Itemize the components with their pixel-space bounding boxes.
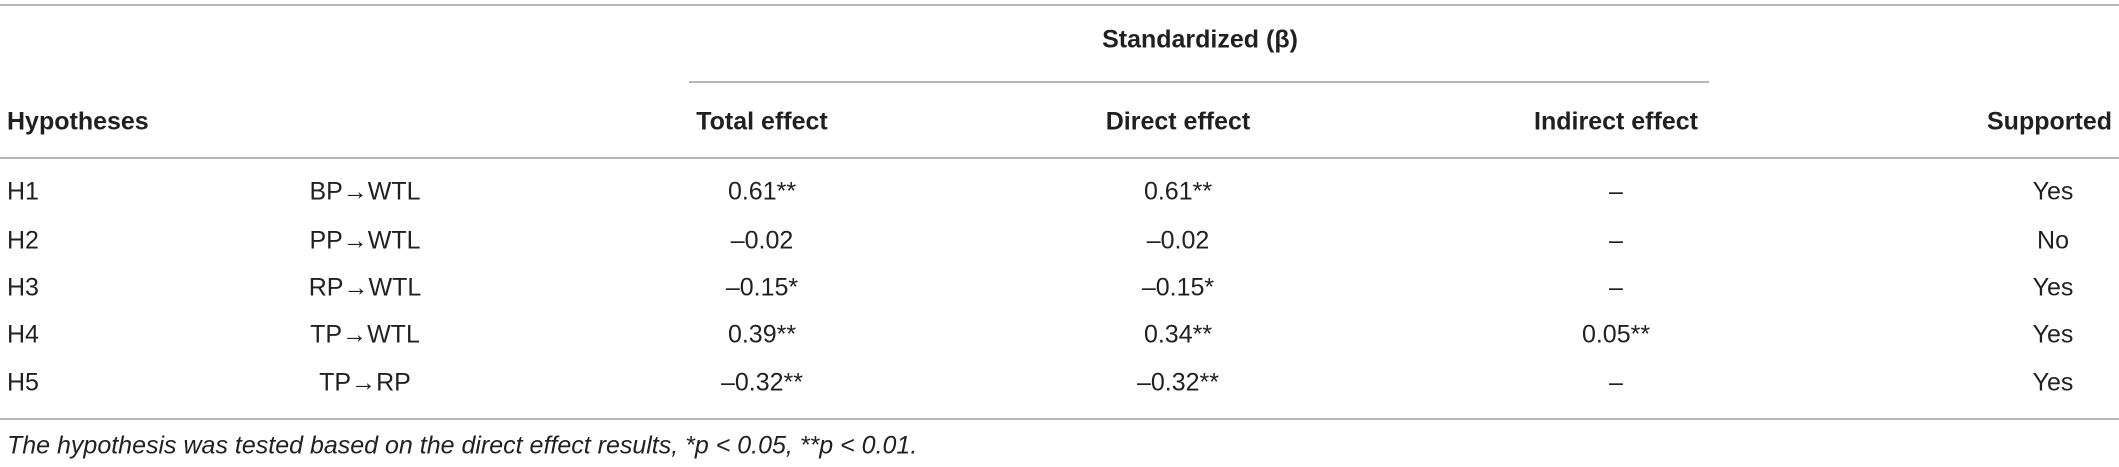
table-cell: H5 [7,369,39,397]
table-cell: PP→WTL [309,227,420,255]
column-header: Indirect effect [1534,108,1699,136]
table-cell: Yes [2033,321,2074,349]
table-cell: –0.15* [1142,274,1215,302]
table-cell: –0.02 [731,227,794,255]
table-cell: H2 [7,227,39,255]
column-header: Direct effect [1106,108,1251,136]
table-cell: –0.15* [726,274,799,302]
group-header: Standardized (β) [1102,26,1298,54]
table-cell: TP→RP [319,369,411,397]
table-cell: 0.61** [1144,178,1212,206]
table-cell: –0.32** [1137,369,1219,397]
table-cell: No [2037,227,2069,255]
column-header: Total effect [696,108,828,136]
table-cell: Yes [2033,369,2074,397]
column-header: Hypotheses [7,108,149,136]
table-cell: RP→WTL [309,274,422,302]
table-cell: Yes [2033,274,2074,302]
table-cell: 0.39** [728,321,796,349]
table-cell: – [1609,178,1623,206]
table-cell: H3 [7,274,39,302]
table-cell: –0.02 [1147,227,1210,255]
table-cell: 0.34** [1144,321,1212,349]
column-header: Supported [1987,108,2112,136]
table-cell: H4 [7,321,39,349]
table-cell: – [1609,227,1623,255]
table-cell: BP→WTL [309,178,420,206]
table-cell: H1 [7,178,39,206]
table-cell: TP→WTL [310,321,420,349]
table-cell: Yes [2033,178,2074,206]
table-cell: – [1609,369,1623,397]
table-cell: – [1609,274,1623,302]
table-cell: 0.05** [1582,321,1650,349]
table-cell: –0.32** [721,369,803,397]
table-cell: 0.61** [728,178,796,206]
footnote: The hypothesis was tested based on the d… [7,432,917,460]
